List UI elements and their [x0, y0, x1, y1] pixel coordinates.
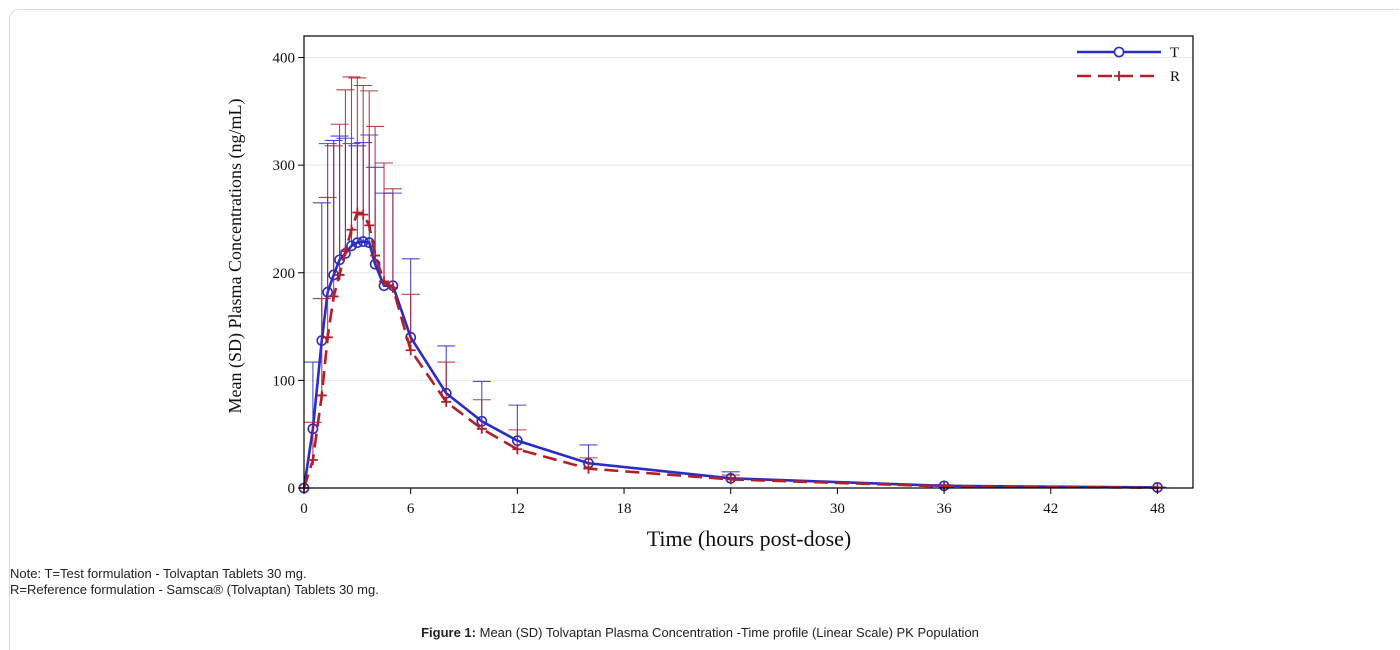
- figure-caption-label: Figure 1:: [421, 625, 476, 640]
- y-tick-label: 0: [288, 481, 296, 497]
- figure-frame: [9, 9, 1399, 650]
- data-point-r: [476, 423, 487, 434]
- legend-label-t: T: [1170, 45, 1179, 61]
- x-tick-label: 18: [617, 501, 632, 517]
- series-line-t: [302, 240, 1158, 489]
- data-point-r: [322, 332, 333, 343]
- x-tick-label: 0: [300, 501, 308, 517]
- data-point-r: [358, 209, 369, 220]
- data-point-r: [316, 390, 327, 401]
- y-tick-label: 300: [273, 158, 296, 174]
- data-point-r: [725, 474, 736, 485]
- x-tick-label: 24: [723, 501, 739, 517]
- y-tick-label: 100: [273, 373, 296, 389]
- legend-marker-t: [1113, 46, 1125, 58]
- data-point-r: [328, 291, 339, 302]
- axes: 0 6 12 18 24 30 36 42 48 0 100 200 300 400: [273, 51, 1165, 517]
- data-point-r: [370, 250, 381, 261]
- data-point-r: [583, 463, 594, 474]
- data-point-r: [364, 220, 375, 231]
- data-point-r: [405, 345, 416, 356]
- gridlines: [304, 57, 1193, 381]
- data-point-r: [307, 455, 318, 466]
- legend: TR: [1077, 45, 1180, 85]
- legend-label-r: R: [1170, 69, 1180, 85]
- data-point-r: [441, 396, 452, 407]
- legend-item-r: R: [1077, 69, 1180, 85]
- data-point-r: [387, 282, 398, 293]
- x-axis-label: Time (hours post-dose): [647, 526, 852, 551]
- data-point-r: [512, 444, 523, 455]
- data-point-r: [379, 276, 390, 287]
- legend-marker-r: [1114, 71, 1124, 81]
- legend-item-t: T: [1077, 45, 1179, 61]
- x-tick-label: 36: [937, 501, 953, 517]
- x-tick-label: 42: [1043, 501, 1058, 517]
- note-line-reference: R=Reference formulation - Samsca® (Tolva…: [10, 582, 379, 597]
- figure-caption: Figure 1: Mean (SD) Tolvaptan Plasma Con…: [0, 625, 1400, 640]
- series-line-r: [302, 210, 1158, 489]
- series-t: [298, 134, 1167, 494]
- data-point-r: [346, 224, 357, 235]
- data-point-r: [340, 246, 351, 257]
- y-tick-label: 400: [273, 51, 296, 67]
- plot-area-border: [303, 35, 1194, 489]
- data-point-t: [357, 236, 369, 247]
- y-axis-label: Mean (SD) Plasma Concentrations (ng/mL): [225, 99, 246, 414]
- data-point-r: [352, 207, 363, 218]
- note-line-test: Note: T=Test formulation - Tolvaptan Tab…: [10, 566, 307, 581]
- series-r: [299, 76, 1167, 493]
- series-layer: [298, 76, 1167, 494]
- x-tick-label: 30: [830, 501, 845, 517]
- data-point-t: [351, 237, 363, 249]
- data-point-r: [334, 269, 345, 280]
- x-tick-label: 6: [407, 501, 415, 517]
- data-point-t: [346, 240, 357, 252]
- figure-caption-text: Mean (SD) Tolvaptan Plasma Concentration…: [479, 625, 979, 640]
- x-tick-label: 12: [510, 501, 525, 517]
- y-tick-label: 200: [273, 266, 296, 282]
- x-tick-label: 48: [1150, 501, 1165, 517]
